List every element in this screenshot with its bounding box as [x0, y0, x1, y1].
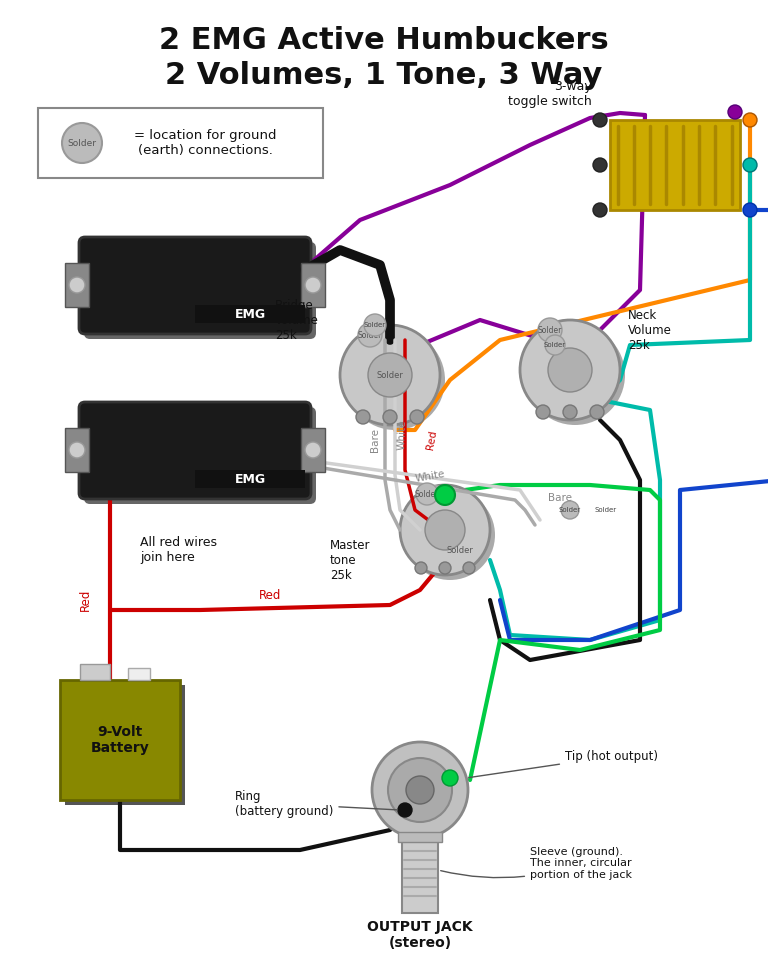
Circle shape	[416, 483, 438, 505]
Text: Solder: Solder	[376, 371, 403, 380]
Circle shape	[345, 330, 445, 430]
Text: Solder: Solder	[358, 330, 382, 340]
Circle shape	[593, 113, 607, 127]
Circle shape	[400, 485, 490, 575]
Circle shape	[538, 318, 562, 342]
Circle shape	[358, 323, 382, 347]
Circle shape	[561, 501, 579, 519]
Circle shape	[728, 105, 742, 119]
Text: 3-way
toggle switch: 3-way toggle switch	[508, 80, 592, 108]
Text: 2 EMG Active Humbuckers: 2 EMG Active Humbuckers	[159, 25, 609, 54]
Text: Red: Red	[78, 588, 91, 611]
Circle shape	[305, 277, 321, 293]
Circle shape	[405, 490, 495, 580]
Text: Bridge
Volume
25k: Bridge Volume 25k	[275, 298, 319, 342]
Circle shape	[425, 510, 465, 550]
Circle shape	[548, 348, 592, 392]
Circle shape	[743, 203, 757, 217]
Circle shape	[463, 562, 475, 574]
Circle shape	[743, 158, 757, 172]
Bar	[38, 108, 323, 178]
FancyBboxPatch shape	[79, 402, 311, 499]
Bar	[301, 263, 325, 307]
Text: Solder: Solder	[415, 489, 439, 498]
Circle shape	[590, 405, 604, 419]
Bar	[65, 263, 89, 307]
Circle shape	[536, 405, 550, 419]
Bar	[398, 832, 442, 842]
Bar	[301, 428, 325, 472]
Text: All red wires
join here: All red wires join here	[140, 536, 217, 564]
Circle shape	[563, 405, 577, 419]
Circle shape	[398, 803, 412, 817]
Circle shape	[406, 776, 434, 804]
Bar	[610, 120, 740, 210]
Circle shape	[340, 325, 440, 425]
FancyBboxPatch shape	[84, 407, 316, 504]
Text: OUTPUT JACK
(stereo): OUTPUT JACK (stereo)	[367, 920, 473, 950]
Bar	[402, 838, 438, 913]
Circle shape	[368, 353, 412, 397]
Bar	[195, 305, 305, 323]
Bar	[128, 668, 150, 680]
Text: Bare: Bare	[370, 428, 380, 452]
Text: Sleeve (ground).
The inner, circular
portion of the jack: Sleeve (ground). The inner, circular por…	[441, 847, 632, 880]
Circle shape	[593, 158, 607, 172]
Text: White: White	[414, 468, 446, 484]
Text: Neck
Volume
25k: Neck Volume 25k	[628, 309, 672, 352]
Text: Ring
(battery ground): Ring (battery ground)	[235, 790, 397, 818]
Circle shape	[383, 410, 397, 424]
Circle shape	[305, 442, 321, 458]
Circle shape	[62, 123, 102, 163]
Text: Red: Red	[425, 429, 439, 451]
Bar	[65, 685, 185, 805]
Circle shape	[442, 770, 458, 786]
Bar	[195, 470, 305, 488]
Circle shape	[372, 742, 468, 838]
Text: 2 Volumes, 1 Tone, 3 Way: 2 Volumes, 1 Tone, 3 Way	[165, 60, 603, 89]
Text: Solder: Solder	[364, 322, 386, 328]
FancyBboxPatch shape	[79, 237, 311, 334]
Text: Red: Red	[259, 588, 281, 601]
Circle shape	[69, 442, 85, 458]
Text: Solder: Solder	[595, 507, 617, 513]
Bar	[65, 428, 89, 472]
Text: Solder: Solder	[559, 507, 581, 513]
Text: 9-Volt
Battery: 9-Volt Battery	[91, 725, 149, 755]
Bar	[80, 664, 110, 680]
Text: Master
tone
25k: Master tone 25k	[330, 539, 370, 582]
Circle shape	[525, 325, 625, 425]
Circle shape	[356, 410, 370, 424]
Text: = location for ground
(earth) connections.: = location for ground (earth) connection…	[134, 129, 276, 157]
Circle shape	[364, 314, 386, 336]
Circle shape	[593, 203, 607, 217]
Text: EMG: EMG	[234, 473, 266, 486]
Circle shape	[410, 410, 424, 424]
Circle shape	[520, 320, 620, 420]
Text: Bare: Bare	[548, 493, 572, 503]
Circle shape	[69, 277, 85, 293]
Circle shape	[415, 562, 427, 574]
FancyBboxPatch shape	[84, 242, 316, 339]
Text: Tip (hot output): Tip (hot output)	[468, 750, 658, 778]
Text: White: White	[396, 419, 408, 451]
Circle shape	[743, 113, 757, 127]
Text: Solder: Solder	[446, 546, 473, 554]
Text: Solder: Solder	[538, 325, 562, 334]
Text: Solder: Solder	[544, 342, 566, 348]
Circle shape	[435, 485, 455, 505]
Text: Solder: Solder	[68, 139, 97, 148]
Circle shape	[439, 562, 451, 574]
Circle shape	[545, 335, 565, 355]
Circle shape	[388, 758, 452, 822]
Bar	[60, 680, 180, 800]
Text: EMG: EMG	[234, 308, 266, 320]
